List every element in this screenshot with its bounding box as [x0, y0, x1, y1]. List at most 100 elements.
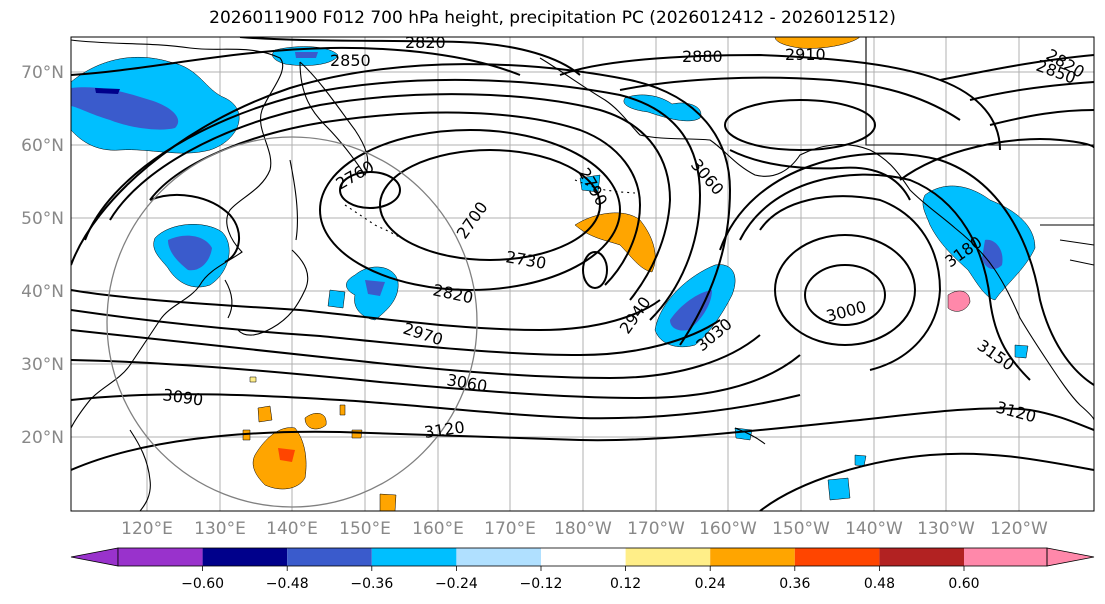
coast-japan [237, 249, 309, 336]
colorbar-tick-label: −0.48 [266, 576, 309, 592]
lon-label: 120°E [121, 519, 173, 539]
precip-area-aleutian-positive [574, 212, 656, 273]
longitude-labels: 120°E 130°E 140°E 150°E 160°E 170°E 180°… [121, 519, 1048, 539]
map-frame [70, 36, 1095, 512]
lon-label: 170°E [484, 519, 536, 539]
coast-alaska [539, 57, 1094, 421]
colorbar-segment [118, 548, 203, 566]
precip-area-ps-d [379, 493, 397, 511]
contour-line [149, 111, 642, 286]
precip-area-bering-north-positive [774, 37, 861, 49]
coast-philippines [129, 429, 151, 511]
contour-line [739, 173, 1031, 381]
colorbar-segment [541, 548, 626, 566]
contour-line [969, 81, 1094, 101]
colorbar-segment [964, 548, 1047, 566]
contour-line [719, 152, 1094, 386]
precip-area-japan-east-core [365, 280, 385, 296]
coast-sakhalin [289, 159, 298, 241]
lon-label: 180°W [554, 519, 612, 539]
colorbar-tick-label: 0.48 [864, 576, 895, 592]
coast-kurils [344, 204, 406, 241]
contour-label: 3120 [423, 417, 466, 441]
precip-area-california [1014, 344, 1029, 359]
precip-area-pnw-positive [947, 290, 971, 312]
colorbar-segment [456, 548, 541, 566]
contour-line [339, 171, 401, 209]
colorbar-segment [287, 548, 372, 566]
precip-area-east-pacific-south [827, 477, 851, 501]
contour-line [84, 78, 702, 321]
contour-line [729, 149, 911, 201]
contour-line [149, 194, 240, 263]
lat-label-60n: 60°N [21, 136, 64, 156]
contour-label: 2880 [682, 47, 723, 66]
colorbar-tick-label: 0.36 [779, 576, 810, 592]
precip-area-ps-h [249, 376, 257, 383]
precip-area-manchuria-core [168, 235, 212, 271]
latitude-labels: 70°N 60°N 50°N 40°N 30°N 20°N [21, 63, 64, 448]
contour-label: 2730 [504, 247, 547, 273]
contour-line [559, 53, 1001, 151]
contour-line [759, 452, 1094, 511]
contour-label: 3060 [687, 155, 728, 198]
lon-label: 140°E [266, 519, 318, 539]
contour-line [989, 109, 1094, 126]
colorbar-segment [879, 548, 964, 566]
precip-area-ps-e [351, 429, 363, 439]
contour-label: 2910 [785, 45, 826, 64]
coast-hawaii [734, 427, 766, 445]
contour-label: 2760 [333, 157, 378, 194]
contour-line [724, 99, 876, 151]
colorbar-under-triangle [70, 547, 119, 567]
lat-label-70n: 70°N [21, 63, 64, 83]
colorbar-segment [710, 548, 795, 566]
contour-label: 3060 [445, 370, 488, 396]
precip-area-okhotsk-north-core [295, 52, 318, 58]
colorbar: −0.60 −0.48 −0.36 −0.24 −0.12 0.12 0.24 … [70, 547, 1095, 592]
coastlines [71, 37, 1094, 511]
precip-area-ps-b [257, 405, 273, 423]
precip-area-pnw [922, 185, 1036, 301]
lon-label: 120°W [990, 519, 1048, 539]
coast-asia [71, 39, 284, 429]
precip-area-ps-c [304, 413, 327, 430]
contour-line [71, 289, 661, 332]
precip-area-central-pacific-core [670, 290, 712, 331]
contour-line [239, 37, 581, 76]
contour-line [319, 129, 621, 291]
lon-label: 130°E [194, 519, 246, 539]
contour-label: 2790 [575, 165, 612, 210]
precip-area-philippine-sea [252, 427, 307, 490]
colorbar-over-triangle [1046, 547, 1095, 567]
precip-area-ps-f [242, 429, 251, 441]
precip-area-japan-east-b [327, 289, 346, 309]
coast-canada-border [865, 37, 1094, 146]
contour-line [759, 195, 942, 371]
lat-label-40n: 40°N [21, 282, 64, 302]
colorbar-segment [371, 548, 457, 566]
precip-area-east-pacific-b [854, 454, 867, 467]
lon-label: 160°E [412, 519, 464, 539]
lon-label: 160°W [699, 519, 757, 539]
contour-label: 2940 [616, 293, 655, 337]
coast-aleutians [574, 179, 636, 194]
colorbar-segment [625, 548, 711, 566]
contour-line [71, 430, 581, 471]
colorbar-segment [794, 548, 880, 566]
coast-us-border [1040, 224, 1094, 266]
colorbar-tick-label: −0.60 [181, 576, 224, 592]
contour-label: 3090 [161, 385, 204, 409]
colorbar-tick-label: 0.60 [948, 576, 979, 592]
contour-label: 3120 [994, 398, 1038, 427]
contour-line [71, 46, 521, 76]
precip-area-siberia-dark [95, 88, 120, 94]
contour-line [579, 407, 1094, 442]
lat-label-30n: 30°N [21, 355, 64, 375]
contour-line [619, 76, 961, 121]
precip-area-ps-g [339, 404, 346, 416]
lat-label-20n: 20°N [21, 428, 64, 448]
contour-line [774, 234, 916, 346]
contour-line [71, 354, 801, 400]
